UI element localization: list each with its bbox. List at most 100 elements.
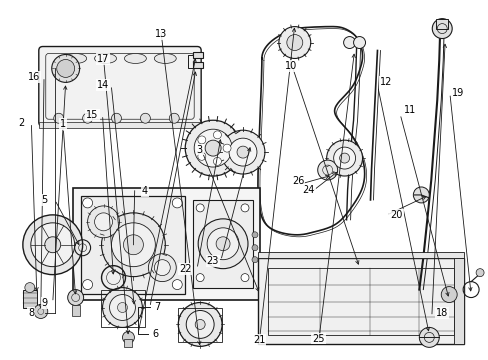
Text: 7: 7	[154, 302, 161, 312]
Circle shape	[82, 198, 92, 208]
Circle shape	[286, 35, 302, 50]
Bar	[124, 339, 132, 347]
Text: 2: 2	[18, 118, 24, 128]
Circle shape	[440, 287, 456, 302]
Circle shape	[57, 59, 75, 77]
Bar	[23, 289, 37, 307]
Circle shape	[237, 146, 248, 158]
Circle shape	[196, 274, 203, 282]
Text: 16: 16	[28, 72, 40, 82]
Circle shape	[172, 198, 182, 208]
Text: 6: 6	[152, 329, 159, 339]
Circle shape	[34, 305, 48, 319]
Circle shape	[198, 136, 205, 144]
Circle shape	[25, 283, 35, 293]
Circle shape	[54, 113, 63, 123]
Circle shape	[154, 260, 170, 276]
Circle shape	[87, 206, 119, 238]
Circle shape	[221, 130, 264, 174]
Circle shape	[317, 160, 337, 180]
Text: 1: 1	[60, 120, 66, 129]
Bar	[178, 307, 222, 342]
Text: 4: 4	[142, 186, 147, 196]
Ellipse shape	[124, 54, 146, 63]
Circle shape	[278, 27, 310, 58]
Circle shape	[31, 223, 75, 267]
Bar	[267, 268, 453, 336]
Circle shape	[412, 187, 428, 203]
Circle shape	[251, 245, 258, 251]
Bar	[193, 53, 203, 58]
Text: 8: 8	[28, 308, 34, 318]
Text: 13: 13	[154, 29, 166, 39]
Circle shape	[339, 153, 349, 163]
Circle shape	[207, 228, 239, 260]
Circle shape	[241, 204, 248, 212]
Circle shape	[111, 113, 121, 123]
Circle shape	[216, 237, 229, 251]
Text: 9: 9	[41, 298, 48, 308]
Bar	[72, 305, 80, 316]
Circle shape	[148, 254, 176, 282]
Circle shape	[241, 274, 248, 282]
Circle shape	[251, 257, 258, 263]
Text: 5: 5	[41, 195, 48, 205]
Bar	[258, 252, 463, 258]
Text: 18: 18	[435, 308, 447, 318]
Circle shape	[67, 289, 83, 306]
Circle shape	[23, 215, 82, 275]
Polygon shape	[258, 258, 463, 345]
Text: 14: 14	[97, 80, 109, 90]
Circle shape	[45, 237, 61, 253]
Ellipse shape	[154, 54, 176, 63]
FancyBboxPatch shape	[39, 46, 201, 126]
Text: 24: 24	[302, 185, 314, 195]
Ellipse shape	[64, 54, 86, 63]
Circle shape	[196, 204, 203, 212]
Text: 20: 20	[389, 210, 402, 220]
Text: 12: 12	[379, 77, 391, 87]
Circle shape	[111, 223, 155, 267]
Bar	[73, 188, 260, 300]
Bar	[435, 19, 447, 28]
Circle shape	[194, 129, 232, 167]
Circle shape	[419, 328, 438, 347]
Circle shape	[198, 152, 205, 160]
Circle shape	[102, 288, 142, 328]
Bar	[101, 289, 145, 328]
Circle shape	[431, 19, 451, 39]
Circle shape	[326, 140, 362, 176]
Circle shape	[82, 280, 92, 289]
Circle shape	[123, 235, 143, 255]
Circle shape	[195, 319, 205, 329]
Circle shape	[205, 140, 221, 156]
Bar	[81, 196, 185, 293]
Circle shape	[186, 310, 214, 338]
Bar	[39, 122, 201, 128]
Text: 23: 23	[206, 256, 219, 266]
Text: 3: 3	[196, 144, 203, 154]
Circle shape	[169, 113, 179, 123]
Circle shape	[117, 302, 127, 312]
Circle shape	[94, 213, 112, 231]
Circle shape	[353, 37, 365, 49]
Circle shape	[475, 269, 483, 276]
Bar	[193, 62, 203, 68]
Circle shape	[213, 131, 221, 139]
Text: 10: 10	[284, 61, 296, 71]
Text: 21: 21	[252, 334, 265, 345]
Text: 15: 15	[86, 110, 99, 120]
Text: 26: 26	[291, 176, 304, 186]
Circle shape	[251, 232, 258, 238]
Circle shape	[122, 332, 134, 343]
Text: 17: 17	[97, 54, 109, 64]
Circle shape	[333, 147, 355, 169]
Ellipse shape	[94, 54, 116, 63]
Bar	[193, 200, 252, 288]
Circle shape	[178, 302, 222, 346]
Polygon shape	[453, 258, 463, 345]
Circle shape	[223, 144, 230, 152]
Text: 19: 19	[451, 88, 463, 98]
Circle shape	[109, 294, 135, 320]
Circle shape	[343, 37, 355, 49]
